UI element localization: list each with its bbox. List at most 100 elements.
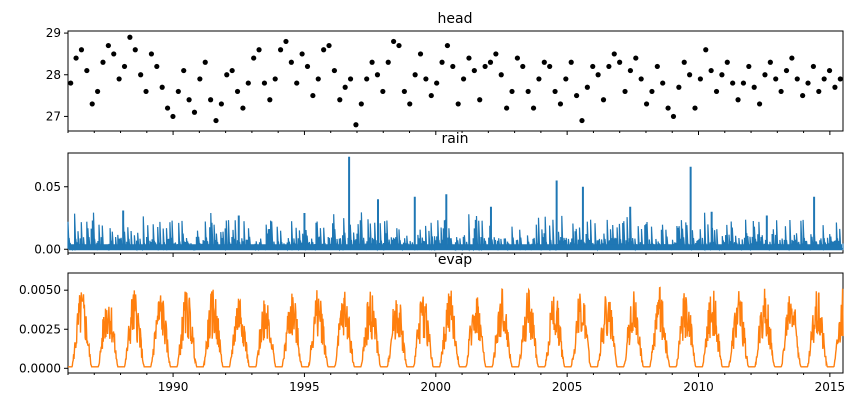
head-point [283,38,289,45]
head-ytick-label: 29 [46,26,61,40]
head-point [498,72,504,78]
head-point [487,59,494,65]
head-point [358,101,364,107]
head-point [482,63,488,70]
head-point [466,55,472,61]
head-point [730,80,736,86]
head-panel-title: head [438,11,473,27]
head-point [229,67,235,74]
rain-series-fill [69,244,842,251]
head-point [121,63,128,70]
head-point [277,47,284,53]
evap-panel-title: evap [438,252,472,268]
head-point [735,97,741,103]
head-point [132,47,138,53]
head-point [197,76,203,82]
head-point [299,51,305,57]
head-point [600,97,607,103]
head-point [143,88,149,95]
head-ytick-label: 28 [46,68,61,82]
head-point [756,101,763,107]
head-point [218,101,224,107]
evap-panel: evap 0.0000 0.0025 0.0050 1990 1995 2000 2005… [19,252,845,394]
head-point [116,76,122,82]
head-point [321,47,327,53]
head-point [240,105,246,111]
head-axes-frame [67,30,844,132]
head-point [385,59,391,65]
head-point [810,63,816,70]
head-point [724,59,730,65]
head-point [267,97,273,103]
head-point [573,92,580,99]
head-point [762,72,768,78]
head-point [434,80,440,86]
head-point [304,63,311,70]
head-point [105,42,111,49]
head-marks [68,34,843,128]
head-point [191,109,198,115]
head-point [740,80,747,86]
head-point [821,76,827,82]
head-point [261,80,268,86]
head-point [622,88,628,95]
head-point [396,42,402,49]
head-point [633,55,639,61]
head-point [681,59,687,65]
head-point [374,72,381,78]
head-point [638,76,644,82]
head-point [288,59,294,65]
head-point [617,59,623,65]
head-point [654,63,660,70]
head-point [148,51,155,57]
head-point [708,67,714,74]
x-tick-label: 2000 [421,380,452,394]
head-point [164,105,171,111]
head-point [719,72,725,78]
head-point [767,59,773,65]
head-point [676,84,682,90]
head-point [89,101,95,107]
head-point [687,72,693,78]
head-point [611,51,617,57]
head-point [68,80,74,86]
head-point [643,101,650,107]
head-point [423,76,429,82]
head-point [170,113,176,120]
head-point [504,105,510,111]
head-point [477,97,483,103]
head-point [509,88,515,95]
head-point [224,72,230,78]
head-point [342,84,348,90]
evap-axes-frame [67,272,844,374]
head-point [670,113,677,120]
head-point [579,117,585,124]
x-tick-label: 2010 [683,380,714,394]
head-point [111,51,117,57]
head-point [746,63,752,70]
head-point [412,72,418,78]
head-point [832,84,838,90]
head-point [186,97,192,103]
head-point [159,84,165,90]
head-point [536,76,542,82]
head-point [649,88,655,95]
head-yticks: 27 28 29 [46,26,68,123]
head-point [84,67,90,74]
head-point [326,42,332,49]
head-point [428,92,434,99]
head-point [471,67,477,74]
head-point [520,63,526,70]
head-panel: head 27 28 29 [46,11,844,135]
head-point [697,76,703,82]
head-point [530,105,537,111]
head-point [154,63,160,70]
head-point [272,76,278,82]
head-point [181,67,187,74]
head-point [364,76,370,82]
head-point [380,88,386,95]
head-point [439,59,445,65]
head-point [234,88,241,95]
head-point [547,63,553,70]
